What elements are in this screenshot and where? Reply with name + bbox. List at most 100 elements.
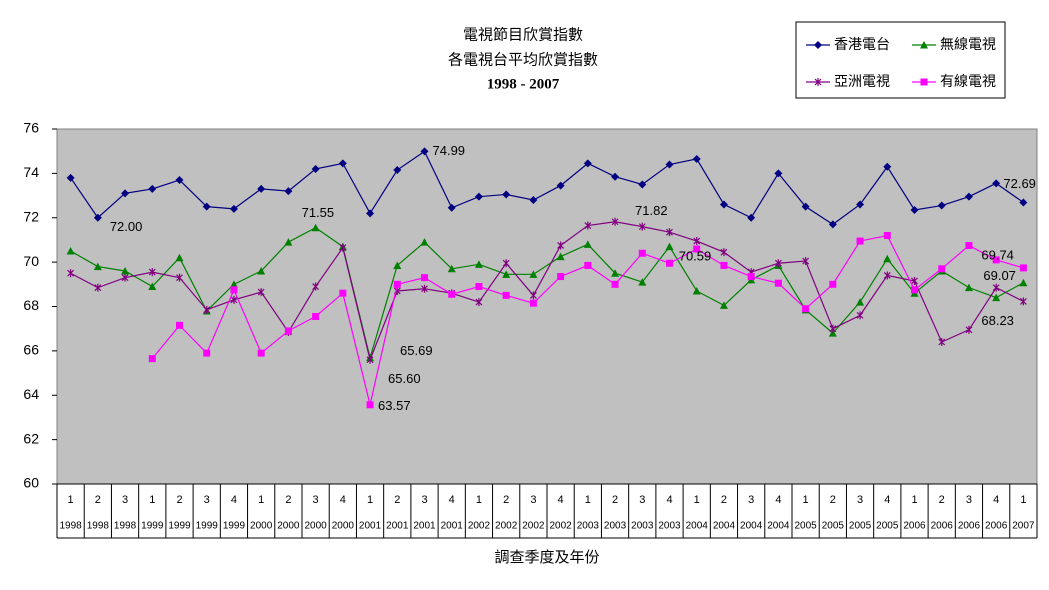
- x-tick-label: 1999: [223, 521, 246, 532]
- x-tick-label: 3: [639, 494, 645, 506]
- x-tick-label: 1999: [141, 521, 164, 532]
- data-point: [229, 204, 238, 213]
- chart-title: 電視節目欣賞指數: [463, 26, 583, 44]
- data-point: [311, 164, 320, 173]
- x-tick-label: 3: [204, 494, 210, 506]
- data-label: 68.23: [981, 313, 1014, 328]
- x-tick-label: 4: [775, 494, 781, 506]
- data-point: [666, 228, 673, 237]
- data-point: [665, 242, 674, 251]
- x-tick-label: 2001: [441, 521, 464, 532]
- data-point: [66, 173, 75, 182]
- data-point: [937, 201, 946, 210]
- data-point: [366, 355, 374, 364]
- y-tick-label: 64: [23, 386, 39, 402]
- x-axis-title: 調查季度及年份: [494, 549, 599, 566]
- data-point: [257, 267, 266, 275]
- data-point: [529, 270, 538, 278]
- data-point: [774, 259, 782, 268]
- data-point: [557, 241, 565, 250]
- x-tick-label: 1: [367, 494, 373, 506]
- data-point: [148, 184, 157, 193]
- x-tick-label: 2007: [1012, 521, 1035, 532]
- data-point: [611, 280, 619, 288]
- legend-box: [795, 21, 1006, 99]
- data-point: [284, 238, 293, 246]
- x-tick-label: 1: [694, 494, 700, 506]
- x-tick-label: 2: [612, 494, 618, 506]
- chart-title: 1998 - 2007: [487, 76, 560, 92]
- data-point: [557, 273, 565, 281]
- data-point: [720, 261, 728, 269]
- x-tick-label: 2: [503, 494, 509, 506]
- x-tick-label: 2003: [658, 521, 681, 532]
- data-point: [121, 189, 130, 198]
- data-point: [474, 260, 483, 268]
- data-point: [638, 249, 646, 257]
- x-tick-label: 3: [530, 494, 536, 506]
- data-label: 72.69: [1003, 176, 1036, 191]
- x-tick-label: 2002: [522, 521, 545, 532]
- data-point: [774, 279, 782, 287]
- x-tick-label: 4: [884, 494, 890, 506]
- x-tick-label: 2005: [876, 521, 899, 532]
- data-point: [121, 267, 130, 275]
- series-line: [70, 227, 1024, 361]
- data-point: [502, 270, 511, 278]
- x-tick-label: 3: [122, 494, 128, 506]
- data-point: [693, 237, 701, 246]
- data-label: 71.55: [302, 205, 335, 220]
- data-label: 63.57: [378, 398, 411, 413]
- y-tick-label: 62: [23, 430, 39, 446]
- x-tick-label: 2000: [304, 521, 327, 532]
- x-tick-label: 1: [1020, 494, 1026, 506]
- data-point: [257, 288, 265, 297]
- data-point: [121, 273, 129, 282]
- data-point: [802, 257, 810, 266]
- data-point: [176, 273, 183, 282]
- x-tick-label: 2: [176, 494, 182, 506]
- data-point: [338, 159, 347, 168]
- data-point: [230, 286, 238, 294]
- x-tick-label: 2000: [277, 521, 300, 532]
- data-point: [665, 160, 674, 169]
- legend-label: 無線電視: [940, 37, 996, 53]
- data-point: [911, 276, 918, 285]
- data-point: [719, 200, 728, 209]
- data-point: [747, 273, 755, 281]
- x-tick-label: 1: [258, 494, 264, 506]
- x-tick-label: 2006: [958, 521, 981, 532]
- x-tick-label: 2002: [495, 521, 518, 532]
- data-point: [938, 265, 946, 273]
- x-tick-label: 2: [285, 494, 291, 506]
- data-point: [421, 274, 428, 282]
- x-tick-label: 2004: [767, 521, 790, 532]
- legend-marker: [920, 78, 928, 86]
- data-point: [393, 166, 402, 175]
- data-point: [965, 241, 973, 249]
- x-tick-label: 2006: [903, 521, 926, 532]
- x-tick-label: 2000: [332, 521, 355, 532]
- data-point: [502, 190, 511, 199]
- data-point: [584, 221, 592, 230]
- x-tick-label: 2004: [713, 521, 736, 532]
- data-point: [856, 200, 865, 209]
- data-label: 65.69: [400, 343, 433, 358]
- data-point: [720, 248, 728, 257]
- data-point: [638, 222, 646, 231]
- data-point: [747, 213, 756, 222]
- x-tick-label: 4: [449, 494, 455, 506]
- data-point: [883, 254, 892, 263]
- legend-label: 香港電台: [834, 37, 890, 53]
- plot-area: [56, 128, 1038, 485]
- x-tick-label: 2: [830, 494, 836, 506]
- data-point: [257, 184, 266, 193]
- data-point: [230, 295, 238, 304]
- data-point: [883, 162, 892, 171]
- data-point: [1019, 278, 1028, 287]
- data-point: [938, 338, 946, 346]
- data-point: [693, 245, 701, 253]
- data-label: 69.07: [983, 268, 1016, 283]
- x-tick-label: 1: [911, 494, 917, 506]
- data-point: [828, 220, 837, 229]
